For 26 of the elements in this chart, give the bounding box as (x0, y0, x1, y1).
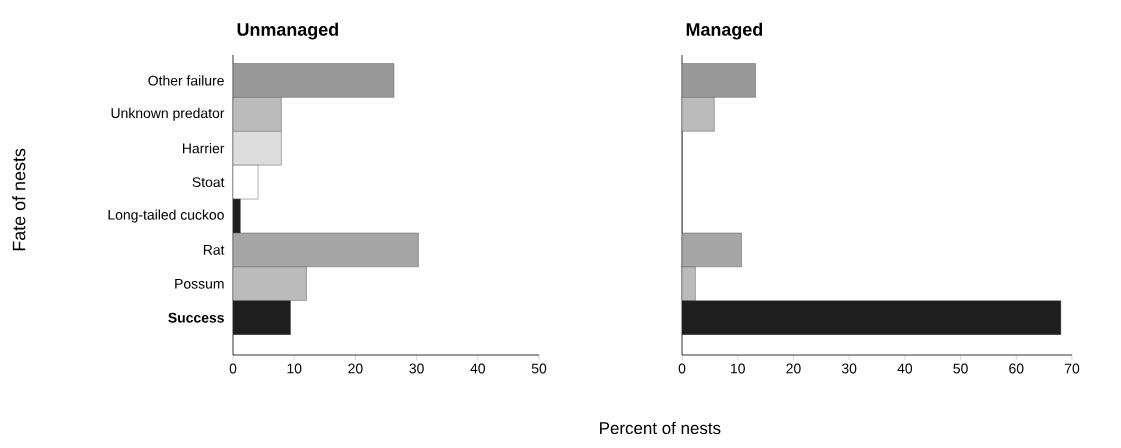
x-axis-title: Percent of nests (600, 421, 721, 435)
y-axis-title: Fate of nests (12, 148, 26, 251)
y-tick-label: Unknown predator (111, 107, 225, 121)
x-tick-label: 60 (1009, 363, 1024, 374)
x-tick-label: 30 (409, 363, 424, 374)
y-tick-label: Other failure (148, 75, 224, 86)
x-tick-label: 50 (531, 363, 547, 374)
x-tick-label: 10 (731, 363, 745, 374)
x-tick-label: 40 (897, 363, 913, 374)
x-tick-label: 70 (1064, 363, 1080, 374)
x-tick-label: 0 (229, 363, 237, 374)
y-tick-label: Possum (175, 278, 224, 289)
y-tick-label: Rat (203, 245, 225, 255)
x-tick-label: 40 (470, 363, 486, 374)
chart-title: Managed (686, 22, 763, 40)
y-tick-label: Harrier (183, 143, 225, 154)
x-tick-label: 10 (287, 363, 302, 374)
y-tick-label: Success (168, 312, 224, 323)
y-tick-label: Long-tailed cuckoo (108, 209, 224, 223)
y-tick-label: Stoat (192, 177, 225, 188)
x-tick-label: 0 (678, 363, 686, 374)
x-tick-label: 20 (348, 363, 363, 374)
x-tick-label: 50 (953, 363, 968, 374)
x-tick-label: 30 (841, 363, 857, 374)
x-tick-label: 20 (786, 363, 801, 374)
chart-title: Unmanaged (237, 22, 338, 40)
